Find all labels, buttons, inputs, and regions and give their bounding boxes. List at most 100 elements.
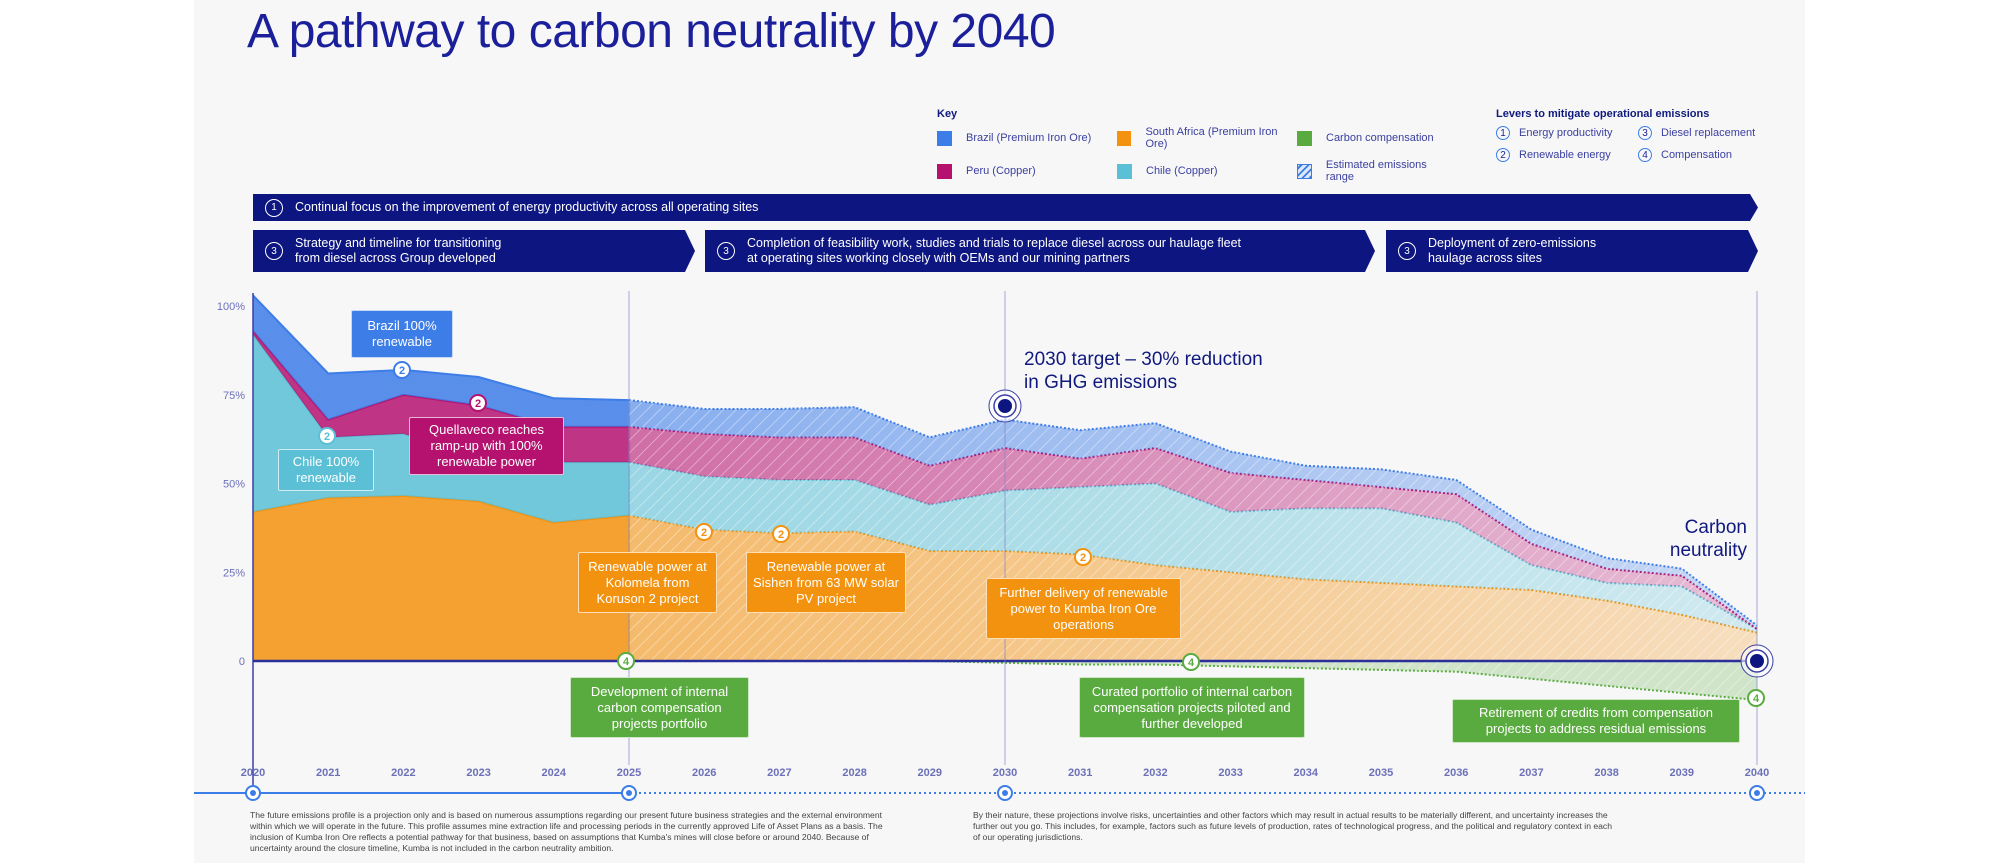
series-line <box>252 294 630 402</box>
number-circle-icon: 4 <box>1638 148 1652 162</box>
banner-text: Deployment of zero-emissions haulage acr… <box>1428 236 1597 265</box>
lever-item: 2 Renewable energy <box>1496 148 1638 162</box>
legend-item-south-africa: South Africa (Premium Iron Ore) <box>1117 126 1297 150</box>
annotation-compensation-curated: Curated portfolio of internal carbon com… <box>1079 677 1305 738</box>
x-tick-label: 2036 <box>1444 767 1468 779</box>
legend-key: Key Brazil (Premium Iron Ore) South Afri… <box>937 108 1457 183</box>
x-tick-label: 2034 <box>1294 767 1319 779</box>
legend-label: Peru (Copper) <box>966 165 1036 177</box>
estimated-range-hatch <box>629 400 1757 701</box>
lever-4-marker-icon <box>1182 653 1200 671</box>
lever-number: 2 <box>399 365 405 377</box>
lever-item: 3 Diesel replacement <box>1638 126 1778 140</box>
lever-item: 4 Compensation <box>1638 148 1778 162</box>
swatch-icon <box>1117 130 1132 146</box>
lever-label: Compensation <box>1661 149 1732 161</box>
lever-number: 2 <box>324 431 330 443</box>
hatch-swatch-icon <box>1297 163 1312 179</box>
number-circle-icon: 1 <box>265 199 283 217</box>
key-heading: Key <box>937 108 958 120</box>
x-tick-label: 2020 <box>241 767 265 779</box>
y-tick-label: 25% <box>223 567 245 579</box>
lever-number: 2 <box>701 527 707 539</box>
lever-2-marker-icon <box>318 427 336 445</box>
x-tick-label: 2037 <box>1519 767 1543 779</box>
lever-item: 1 Energy productivity <box>1496 126 1638 140</box>
annotation-kolomela: Renewable power at Kolomela from Koruson… <box>578 552 717 613</box>
y-tick-label: 0 <box>239 656 245 668</box>
x-tick-label: 2025 <box>617 767 641 779</box>
annotation-brazil: Brazil 100% renewable <box>351 310 453 358</box>
lever-2-marker-icon <box>1074 548 1092 566</box>
legend-item-estimated-range: Estimated emissions range <box>1297 159 1457 183</box>
footnote-right: By their nature, these projections invol… <box>973 810 1613 842</box>
swatch-icon <box>937 130 952 146</box>
annotation-chile: Chile 100% renewable <box>278 449 374 491</box>
banner-energy-productivity: 1 Continual focus on the improvement of e… <box>253 194 1758 221</box>
x-tick-label: 2029 <box>918 767 942 779</box>
banner-diesel-strategy: 3 Strategy and timeline for transitioning… <box>253 230 695 272</box>
x-tick-label: 2031 <box>1068 767 1092 779</box>
x-tick-label: 2030 <box>993 767 1017 779</box>
legend-label: Estimated emissions range <box>1325 159 1427 183</box>
annotation-kumba: Further delivery of renewable power to K… <box>986 578 1181 639</box>
annotation-quellaveco: Quellaveco reaches ramp-up with 100% ren… <box>409 417 564 475</box>
y-tick-label: 75% <box>223 390 245 402</box>
lever-number: 4 <box>1188 657 1195 669</box>
x-tick-label: 2028 <box>842 767 866 779</box>
x-tick-label: 2022 <box>391 767 415 779</box>
target-2030-label: 2030 target – 30% reduction in GHG emiss… <box>1024 349 1263 393</box>
target-dot-icon <box>998 399 1012 413</box>
lever-4-marker-icon <box>1747 689 1765 707</box>
banner-text: Continual focus on the improvement of en… <box>295 200 759 214</box>
banner-text: Strategy and timeline for transitioning … <box>295 236 502 265</box>
lever-label: Energy productivity <box>1519 127 1613 139</box>
y-tick-label: 100% <box>217 301 245 313</box>
timeline-dot-center <box>1754 790 1760 796</box>
lever-label: Diesel replacement <box>1661 127 1756 139</box>
lever-number: 2 <box>778 529 784 541</box>
legend-label: Brazil (Premium Iron Ore) <box>966 132 1092 144</box>
x-tick-label: 2039 <box>1670 767 1694 779</box>
x-tick-label: 2021 <box>316 767 340 779</box>
x-tick-label: 2027 <box>767 767 791 779</box>
lever-2-marker-icon <box>393 361 411 379</box>
number-circle-icon: 3 <box>717 242 735 260</box>
x-tick-label: 2026 <box>692 767 716 779</box>
y-tick-label: 50% <box>223 479 245 491</box>
lever-number: 2 <box>1080 552 1086 564</box>
lever-4-marker-icon <box>617 652 635 670</box>
lever-2-marker-icon <box>695 523 713 541</box>
number-circle-icon: 3 <box>1638 126 1652 140</box>
x-tick-label: 2038 <box>1594 767 1618 779</box>
annotation-sishen: Renewable power at Sishen from 63 MW sol… <box>746 552 906 613</box>
levers-heading: Levers to mitigate operational emissions <box>1496 108 1710 120</box>
lever-number: 2 <box>475 398 481 410</box>
x-tick-label: 2033 <box>1218 767 1242 779</box>
x-tick-label: 2035 <box>1369 767 1393 779</box>
carbon-neutrality-label: Carbon neutrality <box>1669 517 1747 561</box>
legend-label: South Africa (Premium Iron Ore) <box>1145 126 1278 150</box>
annotation-compensation-development: Development of internal carbon compensat… <box>570 677 749 738</box>
timeline-dot-center <box>1002 790 1008 796</box>
lever-number: 4 <box>623 656 630 668</box>
legend-item-peru: Peru (Copper) <box>937 159 1117 183</box>
swatch-icon <box>1117 163 1132 179</box>
x-tick-label: 2023 <box>466 767 490 779</box>
x-tick-label: 2040 <box>1745 767 1769 779</box>
x-tick-label: 2024 <box>542 767 567 779</box>
footnote-left: The future emissions profile is a projec… <box>250 810 883 853</box>
lever-2-marker-icon <box>469 394 487 412</box>
legend-item-brazil: Brazil (Premium Iron Ore) <box>937 126 1117 150</box>
number-circle-icon: 2 <box>1496 148 1510 162</box>
lever-number: 4 <box>1753 693 1760 705</box>
number-circle-icon: 1 <box>1496 126 1510 140</box>
number-circle-icon: 3 <box>1398 242 1416 260</box>
target-dot-icon <box>1750 654 1764 668</box>
banner-zero-emissions: 3 Deployment of zero-emissions haulage ac… <box>1386 230 1758 272</box>
timeline-dot-center <box>626 790 632 796</box>
banner-text: Completion of feasibility work, studies … <box>747 236 1242 265</box>
number-circle-icon: 3 <box>265 242 283 260</box>
lever-2-marker-icon <box>772 525 790 543</box>
timeline-dot-center <box>250 790 256 796</box>
